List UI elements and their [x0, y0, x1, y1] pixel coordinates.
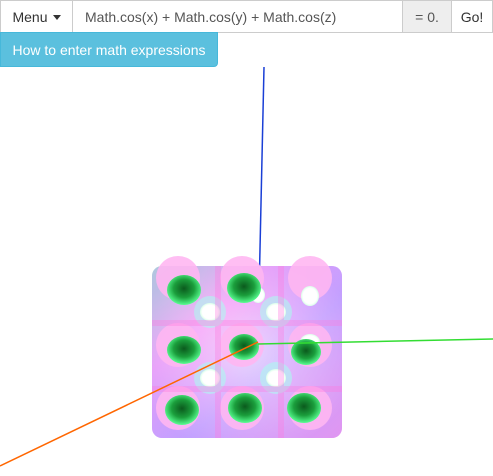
- menu-button[interactable]: Menu: [0, 0, 72, 33]
- equals-addon: = 0.: [403, 0, 452, 33]
- go-button[interactable]: Go!: [452, 0, 493, 33]
- expression-toolbar: Menu = 0. Go!: [0, 0, 493, 33]
- caret-down-icon: [53, 15, 61, 20]
- help-math-expressions-button[interactable]: How to enter math expressions: [0, 32, 218, 67]
- expression-input[interactable]: [72, 0, 403, 33]
- menu-label: Menu: [12, 9, 47, 25]
